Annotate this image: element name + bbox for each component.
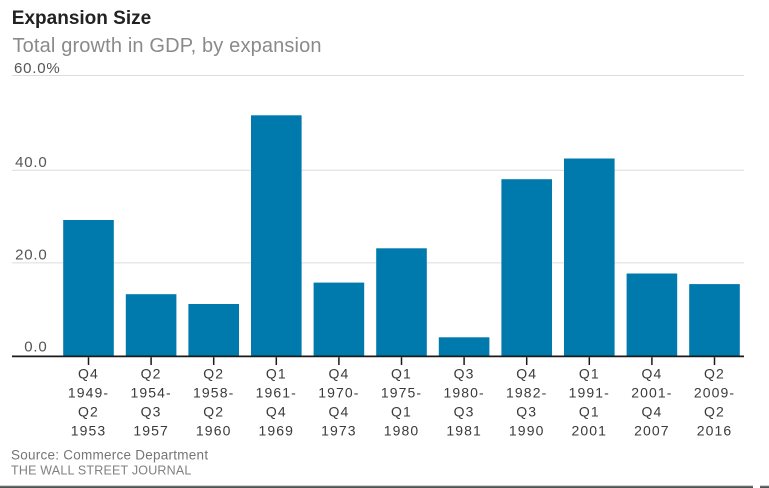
svg-text:1954-: 1954- (130, 385, 171, 401)
svg-text:1958-: 1958- (193, 385, 234, 401)
svg-text:Expansion Size: Expansion Size (12, 8, 151, 29)
svg-text:2016: 2016 (697, 423, 733, 439)
svg-text:1980-: 1980- (443, 385, 484, 401)
svg-text:1953: 1953 (71, 423, 107, 439)
svg-text:1969: 1969 (259, 423, 295, 439)
svg-text:2001-: 2001- (631, 385, 672, 401)
svg-text:Q4: Q4 (78, 366, 99, 382)
svg-text:Q3: Q3 (454, 404, 475, 420)
svg-text:Q4: Q4 (516, 366, 537, 382)
svg-text:Total growth in GDP, by expans: Total growth in GDP, by expansion (13, 35, 322, 57)
svg-text:1981: 1981 (446, 423, 482, 439)
svg-text:1960: 1960 (196, 423, 232, 439)
svg-text:Q3: Q3 (141, 404, 162, 420)
svg-text:20.0: 20.0 (15, 246, 47, 263)
svg-text:Q1: Q1 (266, 366, 287, 382)
svg-text:1961-: 1961- (256, 385, 297, 401)
svg-text:Q2: Q2 (704, 366, 725, 382)
svg-text:2001: 2001 (572, 423, 608, 439)
svg-text:Q2: Q2 (704, 404, 725, 420)
svg-text:Q3: Q3 (516, 404, 537, 420)
svg-text:Q4: Q4 (641, 404, 662, 420)
svg-text:1957: 1957 (133, 423, 169, 439)
svg-text:2007: 2007 (634, 423, 670, 439)
svg-text:Q1: Q1 (579, 404, 600, 420)
svg-text:Q4: Q4 (266, 404, 287, 420)
svg-text:Q1: Q1 (391, 404, 412, 420)
svg-text:1982-: 1982- (506, 385, 547, 401)
svg-text:1975-: 1975- (381, 385, 422, 401)
svg-text:Q1: Q1 (391, 366, 412, 382)
svg-text:Q4: Q4 (328, 404, 349, 420)
svg-text:Q2: Q2 (203, 404, 224, 420)
svg-text:1991-: 1991- (569, 385, 610, 401)
svg-text:Q2: Q2 (78, 404, 99, 420)
svg-text:THE WALL STREET JOURNAL: THE WALL STREET JOURNAL (11, 464, 192, 478)
svg-text:1980: 1980 (384, 423, 420, 439)
svg-text:1973: 1973 (321, 423, 357, 439)
svg-text:40.0: 40.0 (15, 154, 47, 171)
svg-text:1949-: 1949- (68, 385, 109, 401)
svg-text:2009-: 2009- (694, 385, 735, 401)
svg-text:Q2: Q2 (203, 366, 224, 382)
svg-text:60.0%: 60.0% (14, 60, 61, 77)
svg-text:Q4: Q4 (328, 366, 349, 382)
svg-text:Source: Commerce Department: Source: Commerce Department (11, 448, 208, 463)
svg-text:Q3: Q3 (454, 366, 475, 382)
svg-text:Q1: Q1 (579, 366, 600, 382)
svg-text:1970-: 1970- (318, 385, 359, 401)
svg-text:1990: 1990 (509, 423, 545, 439)
svg-text:Q2: Q2 (141, 366, 162, 382)
svg-text:0.0: 0.0 (24, 339, 47, 356)
svg-text:Q4: Q4 (641, 366, 662, 382)
